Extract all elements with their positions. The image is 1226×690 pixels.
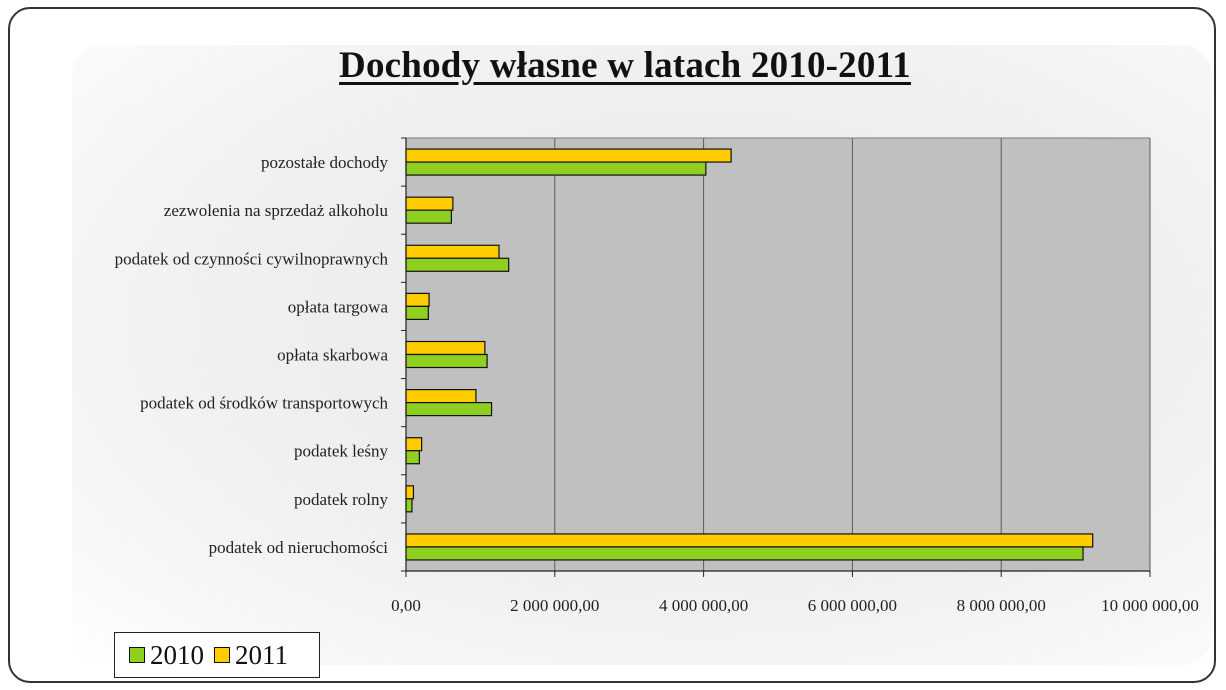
legend-label-2010: 2010 <box>150 639 204 670</box>
legend-label-2011: 2011 <box>235 639 288 670</box>
bar-2011-0 <box>405 148 732 163</box>
legend-swatch-2011 <box>214 647 230 663</box>
bar-2011-7 <box>405 485 415 500</box>
bar-2010-4 <box>405 353 488 369</box>
category-label: pozostałe dochody <box>261 153 388 172</box>
chart-title: Dochody własne w latach 2010-2011 <box>339 45 911 86</box>
x-tick-label: 2 000 000,00 <box>510 596 599 615</box>
bar-2010-7 <box>405 498 413 513</box>
category-label: opłata skarbowa <box>277 346 388 365</box>
x-tick-label: 4 000 000,00 <box>659 596 748 615</box>
legend: 2010 2011 <box>114 632 320 678</box>
x-tick-label: 8 000 000,00 <box>957 596 1046 615</box>
bar-2010-6 <box>405 450 420 465</box>
gridlines <box>406 137 1151 571</box>
legend-item-2010: 2010 <box>129 640 204 671</box>
bar-2011-4 <box>405 340 486 356</box>
bar-2010-8 <box>405 546 1084 561</box>
x-tick-label: 6 000 000,00 <box>808 596 897 615</box>
legend-item-2011: 2011 <box>214 640 288 671</box>
bar-2011-8 <box>405 533 1094 548</box>
bar-2010-2 <box>405 257 510 272</box>
plot-area <box>406 138 1150 571</box>
bars <box>405 148 1094 561</box>
bar-2011-1 <box>405 196 454 211</box>
axes <box>401 137 1151 577</box>
x-tick-labels: 0,00 2 000 000,00 4 000 000,00 6 000 000,00… <box>391 596 1199 615</box>
x-tick-label: 0,00 <box>391 596 421 615</box>
bar-2011-5 <box>405 389 477 404</box>
category-label: podatek od środków transportowych <box>140 394 388 413</box>
x-tick-label: 10 000 000,00 <box>1101 596 1199 615</box>
category-label: opłata targowa <box>288 297 389 316</box>
category-labels: pozostałe dochody zezwolenia na sprzedaż … <box>115 153 389 557</box>
category-label: podatek rolny <box>294 490 388 509</box>
category-label: zezwolenia na sprzedaż alkoholu <box>164 201 389 220</box>
bar-2010-0 <box>405 161 707 176</box>
category-label: podatek od nieruchomości <box>209 538 389 557</box>
category-label: podatek leśny <box>294 442 388 461</box>
bar-2011-2 <box>405 244 500 259</box>
bar-2010-1 <box>405 209 452 224</box>
bar-2010-5 <box>405 402 493 417</box>
legend-swatch-2010 <box>129 647 145 663</box>
category-label: podatek od czynności cywilnoprawnych <box>115 249 389 268</box>
bar-2011-3 <box>405 292 430 307</box>
bar-2011-6 <box>405 437 423 452</box>
bar-2010-3 <box>405 305 429 320</box>
